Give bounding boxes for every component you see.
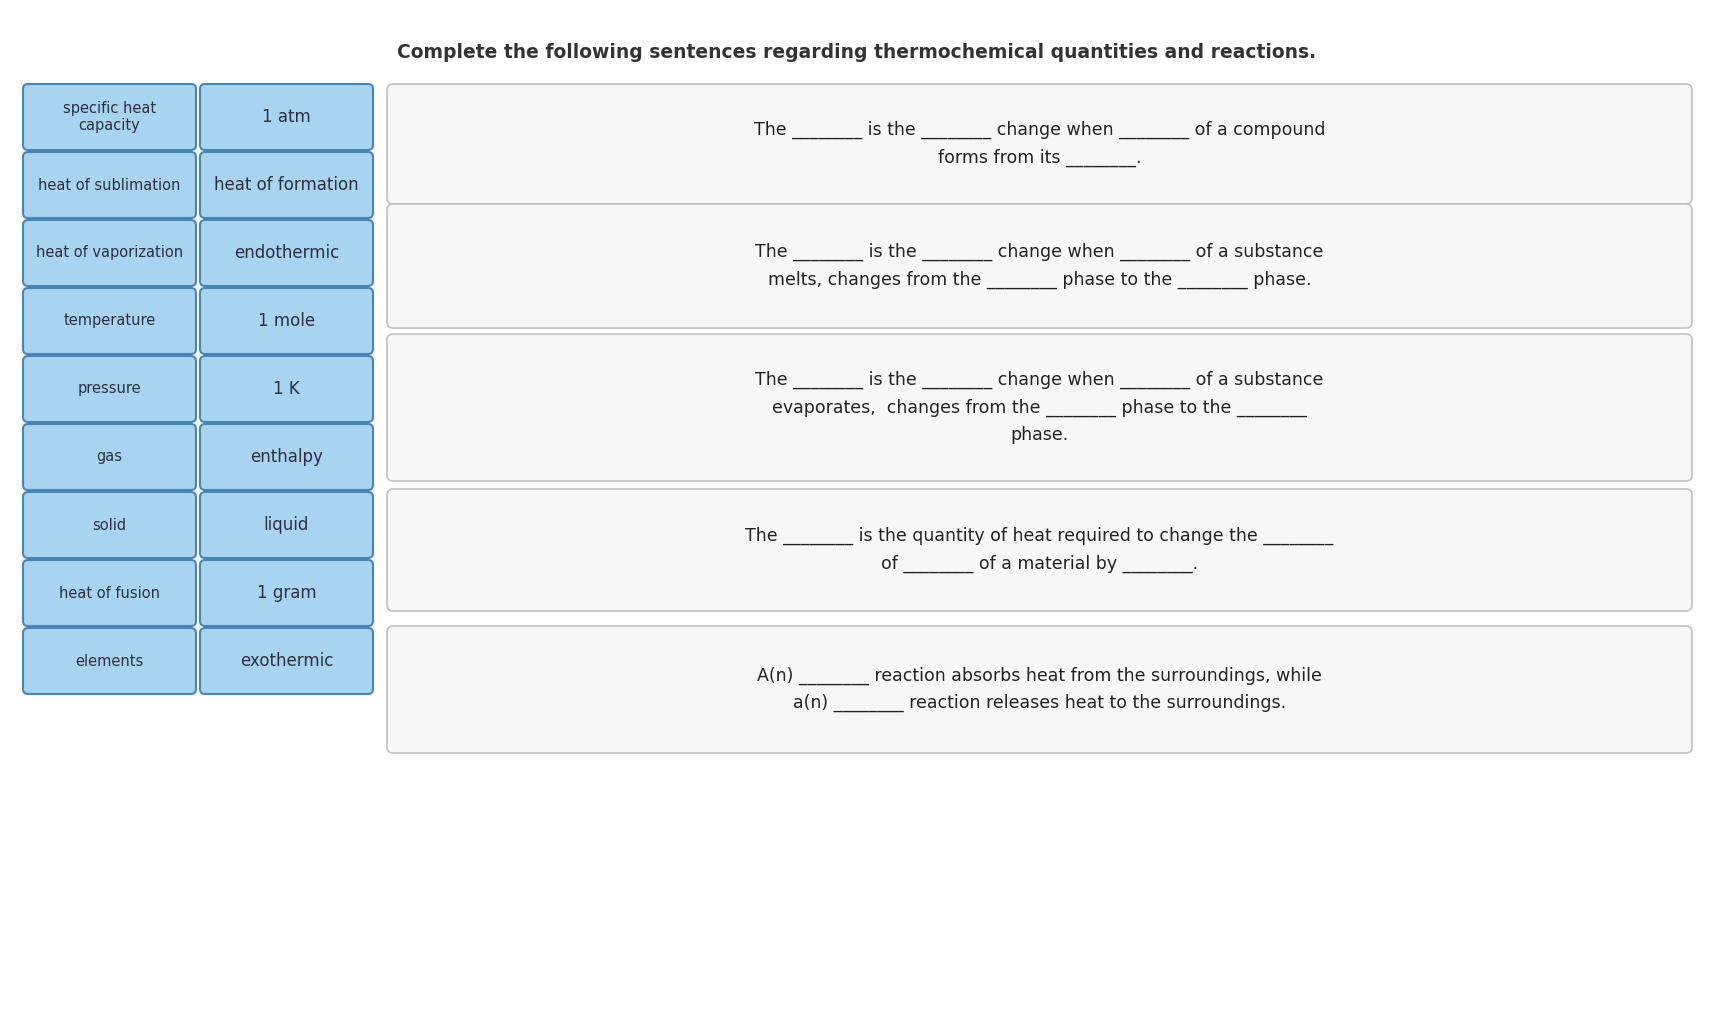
Text: The ________ is the quantity of heat required to change the ________
of ________: The ________ is the quantity of heat req… — [746, 527, 1333, 573]
Text: 1 gram: 1 gram — [257, 584, 317, 602]
FancyBboxPatch shape — [201, 288, 374, 354]
FancyBboxPatch shape — [22, 424, 195, 490]
Text: elements: elements — [75, 653, 144, 668]
Text: 1 atm: 1 atm — [262, 108, 310, 126]
Text: gas: gas — [96, 449, 122, 465]
FancyBboxPatch shape — [22, 220, 195, 286]
FancyBboxPatch shape — [201, 356, 374, 422]
FancyBboxPatch shape — [201, 84, 374, 150]
Text: The ________ is the ________ change when ________ of a compound
forms from its _: The ________ is the ________ change when… — [754, 122, 1325, 167]
Text: The ________ is the ________ change when ________ of a substance
evaporates,  ch: The ________ is the ________ change when… — [756, 371, 1323, 444]
FancyBboxPatch shape — [22, 492, 195, 558]
Text: heat of fusion: heat of fusion — [58, 585, 159, 600]
FancyBboxPatch shape — [201, 560, 374, 626]
Text: A(n) ________ reaction absorbs heat from the surroundings, while
a(n) ________ r: A(n) ________ reaction absorbs heat from… — [758, 666, 1321, 713]
Text: heat of vaporization: heat of vaporization — [36, 245, 183, 261]
Text: 1 K: 1 K — [273, 380, 300, 398]
FancyBboxPatch shape — [22, 356, 195, 422]
Text: solid: solid — [93, 517, 127, 533]
FancyBboxPatch shape — [22, 628, 195, 694]
FancyBboxPatch shape — [387, 626, 1692, 753]
Text: endothermic: endothermic — [233, 244, 339, 262]
FancyBboxPatch shape — [22, 288, 195, 354]
FancyBboxPatch shape — [201, 492, 374, 558]
FancyBboxPatch shape — [201, 152, 374, 218]
Text: enthalpy: enthalpy — [250, 448, 322, 466]
FancyBboxPatch shape — [22, 84, 195, 150]
FancyBboxPatch shape — [387, 334, 1692, 481]
Text: Complete the following sentences regarding thermochemical quantities and reactio: Complete the following sentences regardi… — [398, 42, 1316, 62]
Text: The ________ is the ________ change when ________ of a substance
melts, changes : The ________ is the ________ change when… — [756, 243, 1323, 288]
FancyBboxPatch shape — [387, 84, 1692, 204]
Text: specific heat
capacity: specific heat capacity — [63, 101, 156, 133]
FancyBboxPatch shape — [387, 204, 1692, 328]
Text: exothermic: exothermic — [240, 652, 333, 670]
Text: heat of formation: heat of formation — [214, 176, 358, 194]
Text: heat of sublimation: heat of sublimation — [38, 177, 180, 193]
FancyBboxPatch shape — [387, 489, 1692, 611]
Text: temperature: temperature — [63, 313, 156, 329]
FancyBboxPatch shape — [201, 220, 374, 286]
Text: pressure: pressure — [77, 381, 141, 397]
FancyBboxPatch shape — [22, 152, 195, 218]
FancyBboxPatch shape — [201, 628, 374, 694]
Text: liquid: liquid — [264, 516, 309, 534]
FancyBboxPatch shape — [201, 424, 374, 490]
Text: 1 mole: 1 mole — [257, 312, 315, 330]
FancyBboxPatch shape — [22, 560, 195, 626]
